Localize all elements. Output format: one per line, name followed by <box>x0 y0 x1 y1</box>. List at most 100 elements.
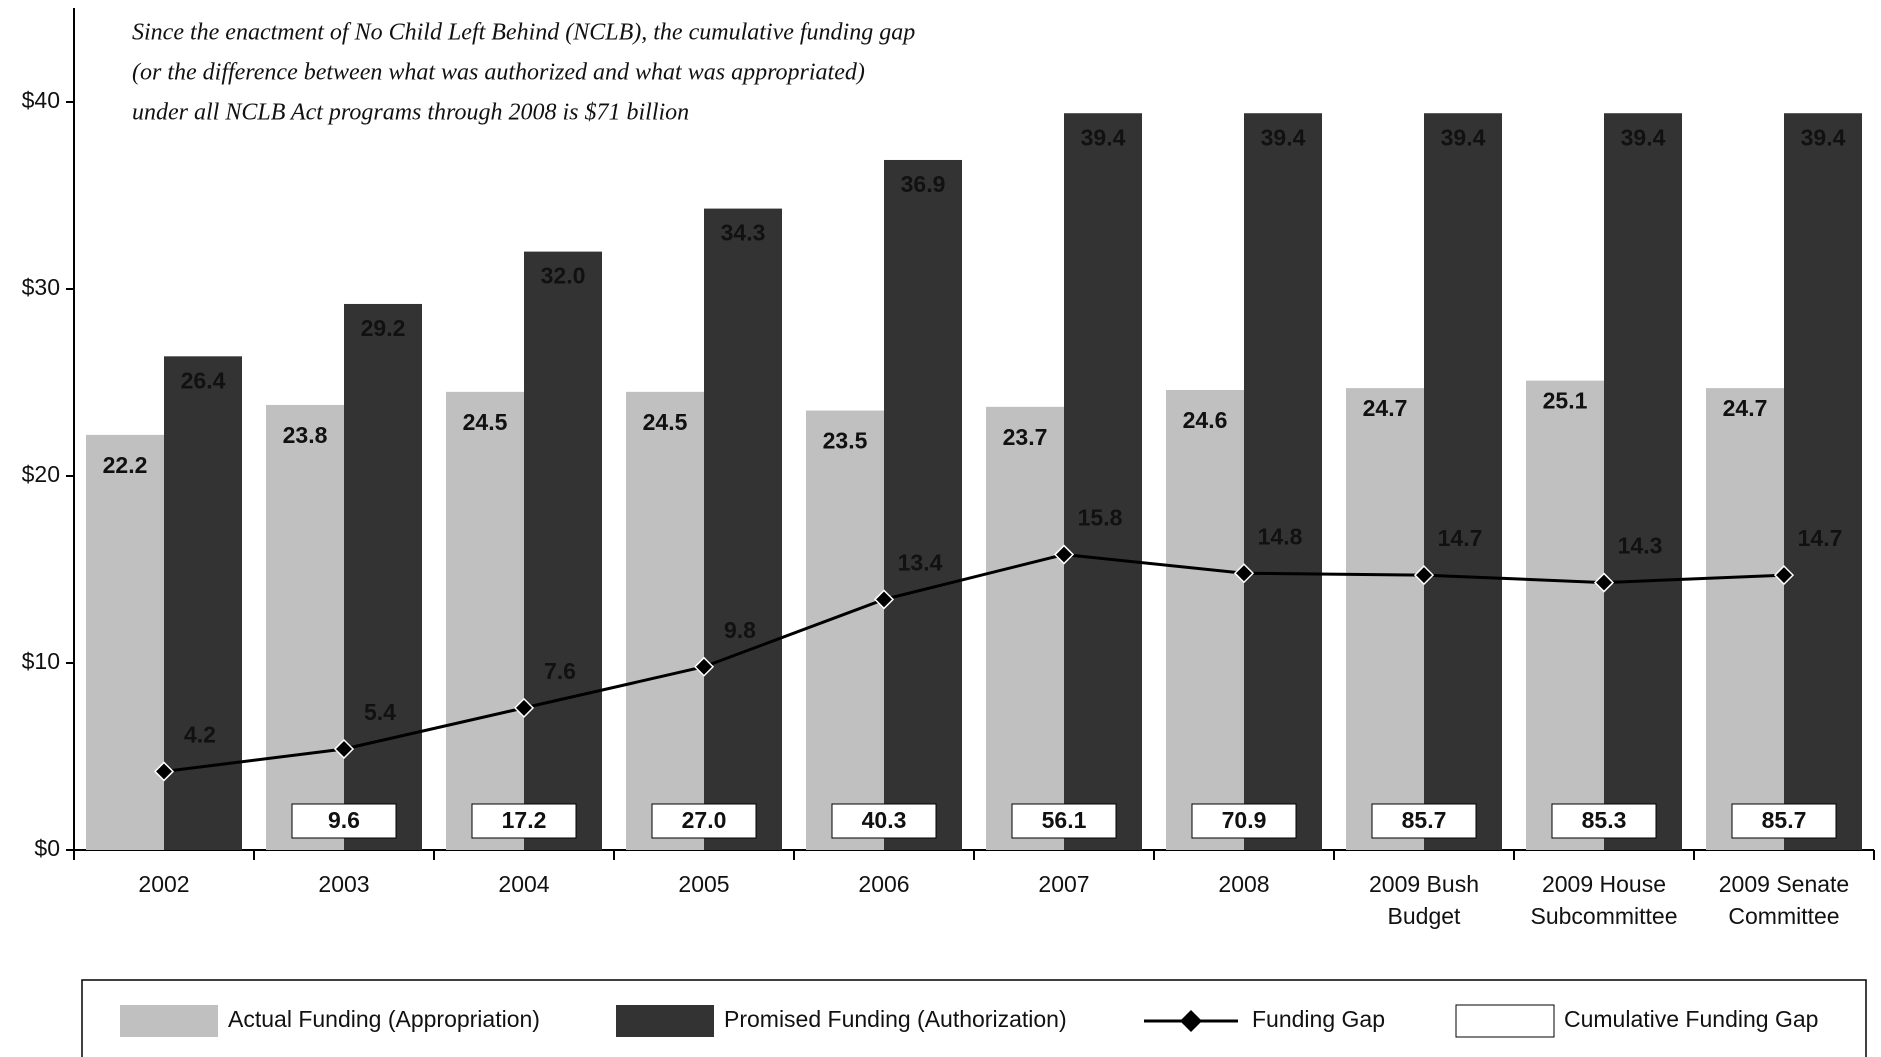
marker <box>1233 563 1255 584</box>
x-tick-line: 2005 <box>678 871 729 897</box>
value-label: 26.4 <box>181 367 226 393</box>
value-label: 14.7 <box>1438 525 1483 551</box>
value-label: 27.0 <box>682 807 727 833</box>
y-tick-label: $20 <box>22 461 60 487</box>
value-label: 29.2 <box>361 315 406 341</box>
bar <box>626 391 704 850</box>
bar <box>86 434 164 850</box>
bar <box>266 404 344 850</box>
x-tick-label: 2007 <box>1038 871 1089 897</box>
legend-box <box>81 979 1867 1057</box>
bar <box>806 410 884 850</box>
marker <box>333 738 355 760</box>
x-tick-line: 2009 Bush <box>1369 871 1479 897</box>
bar <box>986 406 1064 850</box>
marker <box>693 656 715 677</box>
value-label: 25.1 <box>1543 388 1588 414</box>
bar <box>1706 388 1784 850</box>
value-label: 23.7 <box>1003 424 1048 450</box>
value-label: 4.2 <box>184 722 216 748</box>
legend-label: Promised Funding (Authorization) <box>724 1006 1067 1032</box>
value-label: 39.4 <box>1441 124 1486 150</box>
value-label: 5.4 <box>364 699 396 725</box>
bar <box>446 391 524 850</box>
bar <box>1244 113 1322 851</box>
legend-label: Funding Gap <box>1252 1006 1385 1032</box>
cumulative-box <box>471 803 577 839</box>
x-tick-line: Committee <box>1728 903 1839 929</box>
bar <box>1346 388 1424 850</box>
value-label: 7.6 <box>544 658 576 684</box>
cumulative-box <box>1551 803 1657 839</box>
bar <box>1424 113 1502 851</box>
legend-swatch <box>120 1005 218 1037</box>
cumulative-box <box>1191 803 1297 839</box>
bar <box>164 356 242 850</box>
x-tick-label: 2005 <box>678 871 729 897</box>
cumulative-box <box>291 803 397 839</box>
cumulative-box <box>1731 803 1837 839</box>
value-label: 24.5 <box>643 409 688 435</box>
bar <box>344 303 422 851</box>
y-tick-label: $40 <box>22 87 60 113</box>
value-label: 24.5 <box>463 409 508 435</box>
value-label: 9.8 <box>724 617 756 643</box>
value-label: 39.4 <box>1261 124 1306 150</box>
x-tick-line: 2009 Senate <box>1719 871 1849 897</box>
marker <box>153 761 175 782</box>
x-tick-label: 2008 <box>1218 871 1269 897</box>
legend-label: Cumulative Funding Gap <box>1564 1006 1818 1032</box>
value-label: 22.2 <box>103 452 148 478</box>
x-tick-label: 2004 <box>498 871 549 897</box>
value-label: 14.8 <box>1258 523 1303 549</box>
annotation: (or the difference between what was auth… <box>132 60 865 86</box>
legend-swatch <box>1455 1004 1555 1038</box>
bar <box>1784 113 1862 851</box>
cumulative-box <box>1011 803 1117 839</box>
cumulative-box <box>831 803 937 839</box>
value-label: 24.7 <box>1723 395 1768 421</box>
value-label: 39.4 <box>1081 124 1126 150</box>
value-label: 17.2 <box>502 807 547 833</box>
value-label: 14.3 <box>1618 533 1663 559</box>
x-tick-line: 2004 <box>498 871 549 897</box>
cumulative-box <box>1371 803 1477 839</box>
x-tick-line: 2009 House <box>1542 871 1666 897</box>
marker <box>873 589 895 610</box>
marker <box>1773 565 1795 586</box>
annotation: Since the enactment of No Child Left Beh… <box>132 20 915 46</box>
x-tick-line: 2002 <box>138 871 189 897</box>
value-label: 32.0 <box>541 263 586 289</box>
bar <box>1064 113 1142 851</box>
marker <box>1413 565 1435 586</box>
value-label: 85.7 <box>1762 807 1807 833</box>
x-tick-line: 2006 <box>858 871 909 897</box>
x-tick-line: 2007 <box>1038 871 1089 897</box>
x-tick-label: 2002 <box>138 871 189 897</box>
value-label: 36.9 <box>901 171 946 197</box>
x-tick-label: 2003 <box>318 871 369 897</box>
value-label: 85.3 <box>1582 807 1627 833</box>
x-tick-line: 2008 <box>1218 871 1269 897</box>
marker <box>513 697 535 718</box>
value-label: 23.5 <box>823 428 868 454</box>
bar <box>704 208 782 851</box>
bar <box>1604 113 1682 851</box>
legend-swatch <box>616 1005 714 1037</box>
value-label: 39.4 <box>1801 124 1846 150</box>
value-label: 56.1 <box>1042 807 1087 833</box>
bar <box>524 251 602 851</box>
value-label: 39.4 <box>1621 124 1666 150</box>
x-tick-line: Budget <box>1388 903 1462 929</box>
value-label: 24.6 <box>1183 407 1228 433</box>
x-tick-label: 2006 <box>858 871 909 897</box>
marker <box>1053 544 1075 565</box>
marker <box>1593 572 1615 593</box>
x-tick-label: 2009 Senate Committee <box>1719 871 1849 929</box>
y-tick-label: $30 <box>22 274 60 300</box>
x-tick-label: 2009 House Subcommittee <box>1530 871 1677 929</box>
bar <box>1166 389 1244 850</box>
cumulative-box <box>651 803 757 839</box>
value-label: 34.3 <box>721 220 766 246</box>
